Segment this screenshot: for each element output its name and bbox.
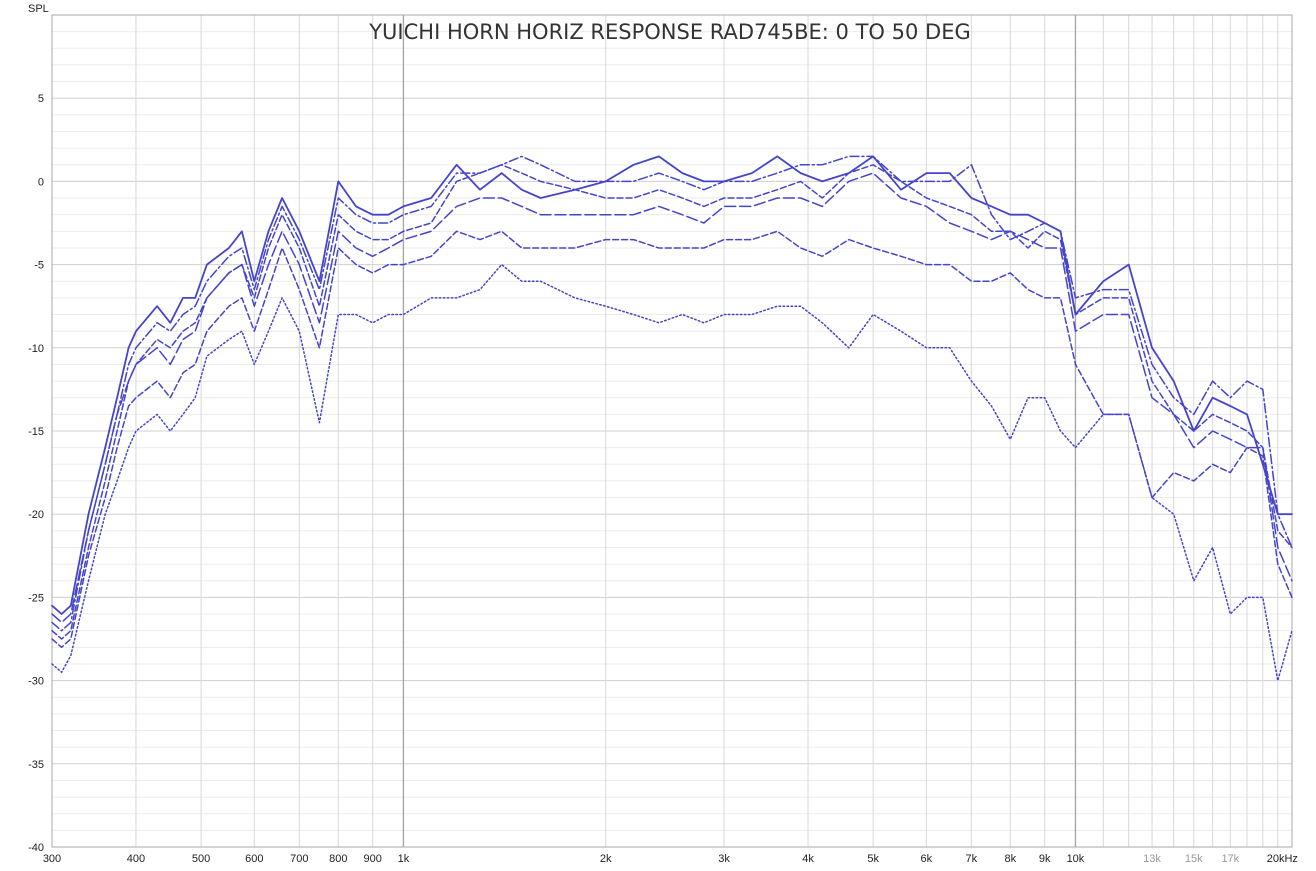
x-tick-label: 10k (1067, 853, 1085, 865)
x-tick-label: 3k (718, 853, 730, 865)
x-tick-label: 17k (1221, 853, 1239, 865)
y-tick-label: -15 (28, 426, 44, 438)
x-tick-label: 300 (43, 853, 61, 865)
series-line (51, 172, 1293, 624)
x-tick-label: 7k (966, 853, 978, 865)
x-tick-label: 2k (600, 853, 612, 865)
y-tick-labels: 5 0 -5 -10 -15 -20 -25 -30 -35 -40 (28, 93, 44, 854)
x-tick-label: 900 (363, 853, 381, 865)
x-tick-label: 800 (329, 853, 347, 865)
series-line (51, 230, 1293, 649)
y-tick-label: -10 (28, 343, 44, 355)
x-tick-label: 6k (921, 853, 933, 865)
y-tick-label: -25 (28, 592, 44, 604)
series-line (51, 155, 1293, 632)
x-tick-label: 700 (290, 853, 308, 865)
x-tick-label: 8k (1005, 853, 1017, 865)
x-tick-label: 13k (1143, 853, 1161, 865)
x-tick-label: 15k (1185, 853, 1203, 865)
x-tick-labels: 300 400 500 600 700 800 900 1k 2k 3k 4k 5k 6k 7k 8k 9k 1… (43, 853, 1298, 865)
y-tick-label: -40 (28, 842, 44, 854)
plot-frame (51, 14, 1293, 848)
x-tick-label: 20kHz (1267, 853, 1298, 865)
y-gridlines (52, 14, 1292, 848)
y-tick-label: -20 (28, 509, 44, 521)
x-tick-label: 400 (127, 853, 145, 865)
y-tick-label: -35 (28, 759, 44, 771)
y-tick-label: -5 (34, 260, 44, 272)
x-tick-label: 500 (192, 853, 210, 865)
x-tick-label: 1k (398, 853, 410, 865)
y-tick-label: -30 (28, 676, 44, 688)
series-line (51, 164, 1293, 640)
x-tick-label: 600 (245, 853, 263, 865)
x-tick-label: 5k (867, 853, 879, 865)
series-group (51, 155, 1293, 682)
y-axis-label: SPL (28, 3, 49, 15)
y-tick-label: 0 (38, 176, 44, 188)
series-line (51, 263, 1293, 682)
chart-title: YUICHI HORN HORIZ RESPONSE RAD745BE: 0 T… (368, 20, 971, 44)
x-tick-label: 9k (1039, 853, 1051, 865)
y-tick-label: 5 (38, 93, 44, 105)
x-tick-label: 4k (802, 853, 814, 865)
